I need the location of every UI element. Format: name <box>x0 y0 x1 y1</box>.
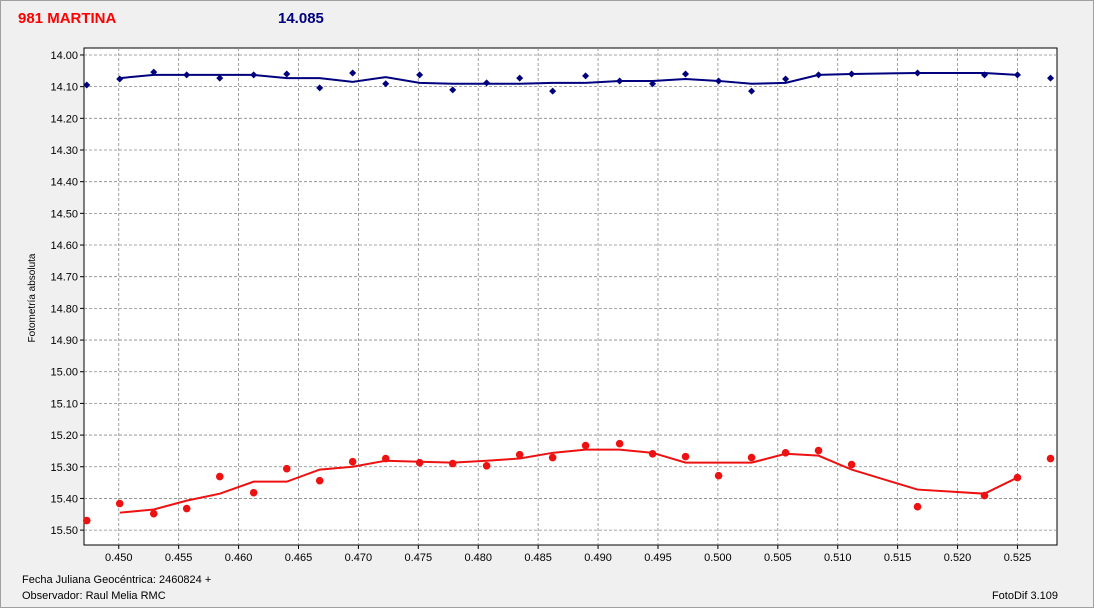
data-point <box>316 84 324 92</box>
data-point <box>615 439 624 448</box>
data-point <box>349 69 357 77</box>
data-point <box>1013 71 1021 79</box>
data-point <box>747 453 756 462</box>
data-point <box>1046 454 1055 463</box>
data-point <box>448 459 457 468</box>
data-point <box>482 462 491 470</box>
y-tick-label: 14.30 <box>50 145 78 157</box>
observer: Observador: Raul Melia RMC <box>22 590 166 602</box>
data-point <box>715 77 723 85</box>
data-point <box>649 80 657 88</box>
data-point <box>315 476 324 485</box>
data-point <box>815 71 823 79</box>
x-tick-label: 0.465 <box>285 552 313 564</box>
chart-subtitle: 14.085 <box>278 10 324 27</box>
data-point <box>215 472 224 481</box>
x-tick-label: 0.510 <box>824 552 852 564</box>
data-point <box>516 74 524 82</box>
plot-area <box>83 47 1058 546</box>
y-tick-label: 14.10 <box>50 82 78 94</box>
data-point <box>581 441 590 450</box>
y-tick-label: 14.40 <box>50 177 78 189</box>
x-tick-label: 0.515 <box>884 552 912 564</box>
y-tick-label: 15.20 <box>50 430 78 442</box>
data-point <box>382 80 390 88</box>
data-point <box>83 81 91 89</box>
data-point <box>548 453 557 462</box>
x-tick-label: 0.490 <box>584 552 612 564</box>
data-point <box>847 460 856 469</box>
data-point <box>1013 473 1022 482</box>
data-point <box>250 71 258 79</box>
data-point <box>616 77 624 85</box>
data-point <box>381 454 390 463</box>
y-tick-label: 15.40 <box>50 493 78 505</box>
y-tick-label: 15.50 <box>50 525 78 537</box>
y-axis-label: Fotometría absoluta <box>27 253 38 342</box>
data-point <box>283 70 291 78</box>
data-point <box>348 457 357 466</box>
y-tick-label: 14.80 <box>50 303 78 315</box>
data-point <box>914 69 922 77</box>
x-tick-label: 0.495 <box>644 552 672 564</box>
data-point <box>416 71 424 79</box>
chart-title: 981 MARTINA <box>18 10 117 27</box>
fit-line <box>119 72 1018 85</box>
data-point <box>183 71 191 79</box>
data-point <box>681 452 690 461</box>
data-point <box>115 499 124 508</box>
data-point <box>582 72 590 80</box>
software: FotoDif 3.109 <box>992 590 1058 602</box>
data-point <box>848 70 856 78</box>
x-tick-label: 0.505 <box>764 552 792 564</box>
data-point <box>748 87 756 95</box>
fit-line <box>119 448 1018 514</box>
data-point <box>648 449 657 458</box>
data-point <box>781 449 790 457</box>
data-point <box>449 86 457 94</box>
y-tick-label: 14.60 <box>50 240 78 252</box>
data-point <box>913 502 922 511</box>
y-tick-label: 15.10 <box>50 398 78 410</box>
y-tick-label: 14.50 <box>50 208 78 220</box>
data-point <box>980 491 989 500</box>
data-point <box>1047 74 1055 82</box>
data-point <box>282 464 291 473</box>
data-point <box>782 75 790 83</box>
y-tick-label: 14.00 <box>50 50 78 62</box>
x-tick-label: 0.475 <box>405 552 433 564</box>
x-tick-label: 0.485 <box>524 552 552 564</box>
x-axis-label: Fecha Juliana Geocéntrica: 2460824 + <box>22 574 211 586</box>
data-point <box>182 504 191 513</box>
x-tick-label: 0.525 <box>1004 552 1032 564</box>
y-tick-label: 15.00 <box>50 367 78 379</box>
x-tick-label: 0.470 <box>345 552 373 564</box>
data-point <box>82 516 91 525</box>
x-tick-label: 0.480 <box>464 552 492 564</box>
y-tick-label: 14.70 <box>50 272 78 284</box>
y-tick-label: 14.90 <box>50 335 78 347</box>
x-tick-label: 0.450 <box>105 552 133 564</box>
y-tick-label: 14.20 <box>50 113 78 125</box>
data-point <box>249 488 258 497</box>
data-point <box>682 70 690 78</box>
data-point <box>116 75 124 83</box>
data-point <box>981 71 989 79</box>
x-tick-label: 0.460 <box>225 552 253 564</box>
data-point <box>149 509 158 518</box>
data-point <box>515 450 524 459</box>
x-tick-label: 0.520 <box>944 552 972 564</box>
y-tick-label: 15.30 <box>50 462 78 474</box>
data-point <box>814 446 823 455</box>
data-point <box>483 79 491 87</box>
data-point <box>415 458 424 467</box>
data-point <box>714 471 723 480</box>
x-tick-label: 0.455 <box>165 552 193 564</box>
data-point <box>549 87 557 95</box>
data-point <box>216 74 224 82</box>
x-tick-label: 0.500 <box>704 552 732 564</box>
data-point <box>150 68 158 76</box>
